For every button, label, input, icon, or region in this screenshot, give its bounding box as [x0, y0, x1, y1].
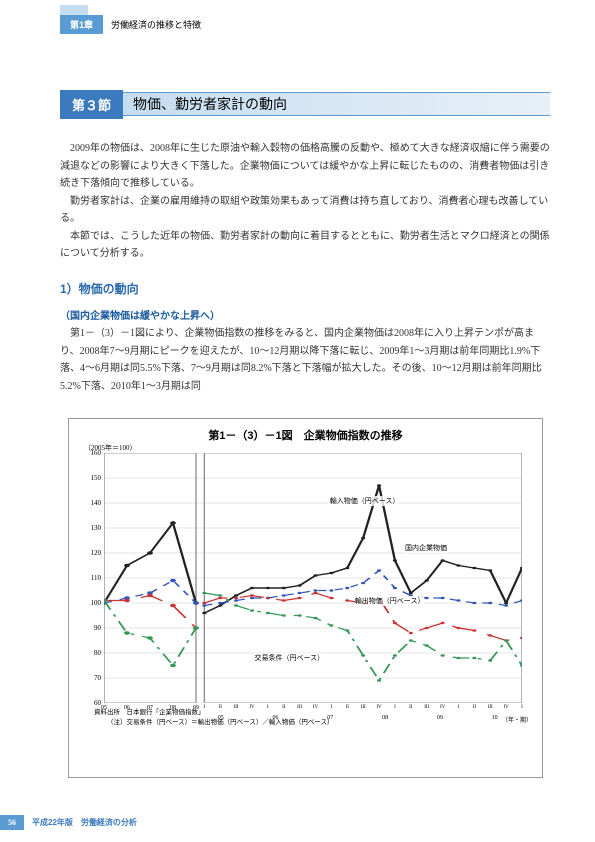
x-label-roman: III	[488, 705, 493, 710]
x-label-left: 06	[124, 705, 130, 711]
y-tick-label: 100	[91, 599, 102, 607]
x-label-roman: IV	[503, 705, 508, 710]
x-label-left: 09	[193, 705, 199, 711]
section-title-bar: 物価、勤労者家計の動向	[121, 92, 550, 116]
x-label-year: 05	[218, 715, 224, 721]
y-tick-label: 150	[91, 474, 102, 482]
section-header: 第３節 物価、勤労者家計の動向	[60, 90, 550, 118]
x-label-roman: II	[409, 705, 412, 710]
y-tick-label: 120	[91, 549, 102, 557]
series-label: 交易条件（円ベース）	[254, 653, 324, 663]
section-title: 物価、勤労者家計の動向	[133, 94, 287, 114]
x-label-year: 06	[273, 715, 279, 721]
y-tick-label: 60	[94, 699, 101, 707]
x-label-roman: II	[473, 705, 476, 710]
x-label-roman: IV	[249, 705, 254, 710]
subsection-number: 1）物価の動向	[60, 279, 550, 300]
paragraph-3: 本節では、こうした近年の物価、勤労者家計の動向に着目するとともに、勤労者生活とマ…	[60, 228, 550, 263]
x-label-roman: I	[394, 705, 396, 710]
x-label-left: 08	[170, 705, 176, 711]
x-label-roman: I	[267, 705, 269, 710]
x-label-roman: II	[282, 705, 285, 710]
x-axis-note: （年・期）	[502, 715, 532, 724]
series-label: 国内企業物価	[405, 543, 447, 553]
chapter-decoration	[60, 5, 88, 15]
chapter-label: 労働経済の推移と特徴	[111, 18, 201, 31]
subsection-subheading: （国内企業物価は緩やかな上昇へ）	[60, 308, 550, 326]
footer: 56 平成22年版 労働経済の分析	[0, 815, 137, 830]
x-label-year: 08	[382, 715, 388, 721]
y-tick-label: 130	[91, 524, 102, 532]
chart-plot-area: （2005年＝100） 6070809010011012013014015016…	[104, 453, 522, 703]
chart-svg	[104, 453, 522, 703]
paragraph-2: 勤労者家計は、企業の雇用維持の取組や政策効果もあって消費は持ち直しており、消費者…	[60, 193, 550, 228]
x-label-roman: I	[331, 705, 333, 710]
x-label-roman: IV	[376, 705, 381, 710]
x-label-roman: I	[458, 705, 460, 710]
x-label-roman: I	[521, 705, 523, 710]
page-number: 56	[0, 815, 24, 830]
section-badge: 第３節	[60, 90, 123, 119]
x-label-year: 09	[437, 715, 443, 721]
y-tick-label: 140	[91, 499, 102, 507]
x-label-roman: III	[424, 705, 429, 710]
paragraph-1: 2009年の物価は、2008年に生じた原油や輸入穀物の価格高騰の反動や、極めて大…	[60, 140, 550, 193]
chapter-header: 第1章 労働経済の推移と特徴	[60, 15, 201, 34]
y-tick-label: 70	[94, 674, 101, 682]
footer-text: 平成22年版 労働経済の分析	[32, 817, 137, 828]
y-tick-label: 80	[94, 649, 101, 657]
x-label-year: 07	[327, 715, 333, 721]
subsection-body: 第1－（3）－1図により、企業物価指数の推移をみると、国内企業物価は2008年に…	[60, 325, 550, 395]
series-label: 輸入物価（円ベース）	[330, 496, 400, 506]
x-label-roman: IV	[440, 705, 445, 710]
y-tick-label: 90	[94, 624, 101, 632]
x-label-roman: III	[234, 705, 239, 710]
x-label-roman: IV	[313, 705, 318, 710]
chapter-badge: 第1章	[60, 15, 103, 34]
series-label: 輸出物価（円ベース）	[355, 596, 425, 606]
body-content: 2009年の物価は、2008年に生じた原油や輸入穀物の価格高騰の反動や、極めて大…	[60, 140, 550, 395]
chart-title: 第1－（3）－1図 企業物価指数の推移	[69, 427, 542, 443]
x-label-roman: III	[361, 705, 366, 710]
x-label-year: 10	[492, 715, 498, 721]
chart-note-2: （注）交易条件（円ベース）＝輸出物価（円ベース）／輸入物価（円ベース）	[107, 718, 522, 728]
x-label-roman: II	[219, 705, 222, 710]
chart-container: 第1－（3）－1図 企業物価指数の推移 （2005年＝100） 60708090…	[68, 418, 543, 778]
x-label-left: 05	[101, 705, 107, 711]
y-tick-label: 160	[91, 449, 102, 457]
x-label-roman: II	[346, 705, 349, 710]
chart-notes: 資料出所 日本銀行「企業物価指数」 （注）交易条件（円ベース）＝輸出物価（円ベー…	[94, 708, 522, 728]
y-tick-label: 110	[91, 574, 101, 582]
x-label-left: 07	[147, 705, 153, 711]
x-label-roman: I	[203, 705, 205, 710]
x-label-roman: III	[297, 705, 302, 710]
